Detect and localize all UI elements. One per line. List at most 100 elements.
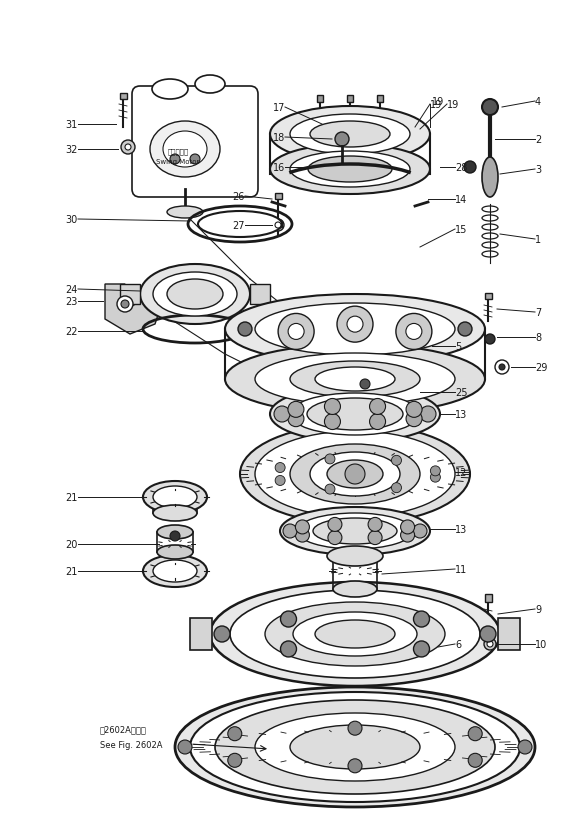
Text: 1: 1 bbox=[535, 235, 541, 245]
Circle shape bbox=[370, 414, 386, 430]
Ellipse shape bbox=[152, 80, 188, 100]
Circle shape bbox=[293, 330, 307, 343]
Circle shape bbox=[348, 721, 362, 735]
Circle shape bbox=[391, 456, 401, 466]
Circle shape bbox=[431, 466, 441, 476]
Ellipse shape bbox=[230, 590, 480, 678]
Ellipse shape bbox=[290, 152, 410, 188]
Text: 26: 26 bbox=[233, 192, 245, 202]
Ellipse shape bbox=[327, 461, 383, 489]
Text: 30: 30 bbox=[66, 215, 78, 225]
Bar bbox=[484, 595, 491, 602]
Ellipse shape bbox=[143, 481, 207, 514]
Circle shape bbox=[413, 524, 427, 538]
Circle shape bbox=[482, 100, 498, 116]
Ellipse shape bbox=[270, 386, 440, 442]
Text: See Fig. 2602A: See Fig. 2602A bbox=[100, 741, 163, 749]
Ellipse shape bbox=[308, 157, 392, 183]
Circle shape bbox=[293, 316, 307, 330]
Bar bbox=[347, 96, 353, 103]
Text: 21: 21 bbox=[66, 566, 78, 576]
Ellipse shape bbox=[225, 345, 485, 414]
Text: 29: 29 bbox=[535, 362, 548, 372]
Circle shape bbox=[403, 330, 417, 343]
Ellipse shape bbox=[290, 115, 410, 155]
Circle shape bbox=[288, 402, 304, 418]
Ellipse shape bbox=[157, 525, 193, 539]
Text: Swing Motor: Swing Motor bbox=[156, 159, 199, 165]
Text: 14: 14 bbox=[455, 195, 467, 205]
FancyBboxPatch shape bbox=[132, 87, 258, 198]
Circle shape bbox=[278, 314, 314, 350]
Ellipse shape bbox=[315, 620, 395, 648]
Circle shape bbox=[170, 155, 180, 165]
Circle shape bbox=[480, 626, 496, 643]
Circle shape bbox=[464, 162, 476, 174]
Bar bbox=[250, 284, 270, 304]
Circle shape bbox=[401, 520, 415, 534]
Ellipse shape bbox=[195, 76, 225, 94]
Text: 7: 7 bbox=[535, 308, 541, 318]
Ellipse shape bbox=[290, 725, 420, 769]
Circle shape bbox=[414, 641, 429, 657]
Text: 19: 19 bbox=[432, 97, 444, 107]
Text: 19: 19 bbox=[447, 100, 459, 110]
Text: 17: 17 bbox=[273, 103, 285, 112]
Text: 32: 32 bbox=[66, 145, 78, 155]
Bar bbox=[274, 222, 281, 227]
Circle shape bbox=[396, 314, 432, 350]
Circle shape bbox=[121, 301, 129, 308]
Text: 20: 20 bbox=[66, 539, 78, 549]
Circle shape bbox=[414, 611, 429, 627]
Ellipse shape bbox=[210, 582, 500, 686]
Circle shape bbox=[288, 411, 304, 427]
Text: 19: 19 bbox=[430, 100, 442, 110]
Circle shape bbox=[325, 485, 335, 495]
Bar bbox=[317, 96, 323, 103]
Ellipse shape bbox=[307, 399, 403, 431]
Text: 8: 8 bbox=[535, 332, 541, 342]
Circle shape bbox=[283, 524, 297, 538]
Circle shape bbox=[368, 518, 382, 532]
Circle shape bbox=[178, 740, 192, 754]
Bar bbox=[120, 284, 140, 304]
Ellipse shape bbox=[315, 367, 395, 391]
Bar bbox=[377, 96, 383, 103]
Circle shape bbox=[406, 402, 422, 418]
Circle shape bbox=[228, 753, 242, 767]
Circle shape bbox=[275, 476, 285, 486]
Ellipse shape bbox=[225, 294, 485, 365]
Circle shape bbox=[288, 324, 304, 340]
Text: 22: 22 bbox=[66, 327, 78, 337]
Ellipse shape bbox=[163, 131, 207, 168]
Bar bbox=[119, 94, 126, 100]
Circle shape bbox=[275, 222, 281, 229]
Text: 28: 28 bbox=[455, 163, 467, 173]
Circle shape bbox=[274, 407, 290, 423]
Circle shape bbox=[420, 407, 436, 423]
Ellipse shape bbox=[333, 581, 377, 597]
Text: 13: 13 bbox=[455, 409, 467, 419]
Text: 2: 2 bbox=[535, 135, 541, 145]
Text: 第2602A図参照: 第2602A図参照 bbox=[100, 724, 147, 734]
Ellipse shape bbox=[167, 207, 203, 218]
Circle shape bbox=[391, 483, 401, 493]
Circle shape bbox=[403, 316, 417, 330]
Circle shape bbox=[468, 753, 482, 767]
Bar bbox=[498, 619, 520, 650]
Circle shape bbox=[360, 380, 370, 390]
Text: 3: 3 bbox=[535, 165, 541, 174]
Text: 27: 27 bbox=[232, 221, 245, 231]
Circle shape bbox=[499, 365, 505, 370]
Ellipse shape bbox=[270, 107, 430, 163]
Circle shape bbox=[518, 740, 532, 754]
Circle shape bbox=[495, 361, 509, 375]
Circle shape bbox=[214, 626, 230, 643]
Bar bbox=[484, 294, 491, 299]
Text: 24: 24 bbox=[66, 284, 78, 294]
Text: 10: 10 bbox=[535, 639, 547, 649]
Ellipse shape bbox=[255, 432, 455, 518]
Ellipse shape bbox=[167, 280, 223, 309]
Bar bbox=[274, 194, 281, 200]
Ellipse shape bbox=[293, 612, 417, 656]
